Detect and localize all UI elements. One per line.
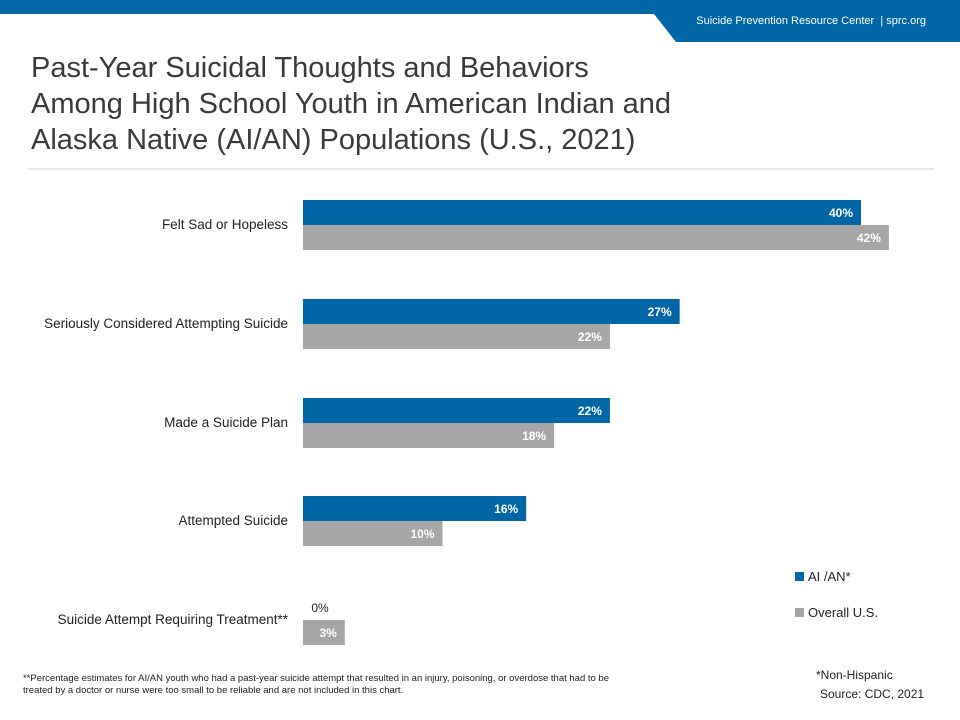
chart-title: Past-Year Suicidal Thoughts and Behavior… bbox=[31, 50, 731, 158]
legend-swatch bbox=[795, 608, 804, 617]
data-label: 40% bbox=[829, 206, 853, 220]
footnote: **Percentage estimates for AI/AN youth w… bbox=[23, 673, 609, 696]
data-label: 27% bbox=[648, 305, 672, 319]
bar-aian bbox=[303, 398, 610, 423]
header-site: sprc.org bbox=[886, 15, 926, 27]
category-label: Felt Sad or Hopeless bbox=[162, 217, 288, 232]
data-label: 18% bbox=[522, 429, 546, 443]
header-separator: | bbox=[880, 15, 884, 27]
header-text: Suicide Prevention Resource Center | spr… bbox=[696, 14, 926, 28]
bar-aian bbox=[303, 299, 680, 324]
title-divider bbox=[28, 168, 934, 170]
category-label: Made a Suicide Plan bbox=[164, 415, 288, 430]
data-label: 10% bbox=[410, 527, 434, 541]
title-line-2: Among High School Youth in American Indi… bbox=[31, 88, 672, 120]
data-label: 22% bbox=[578, 404, 602, 418]
title-line-1: Past-Year Suicidal Thoughts and Behavior… bbox=[31, 52, 589, 84]
category-label: Attempted Suicide bbox=[178, 513, 288, 528]
header-org: Suicide Prevention Resource Center bbox=[696, 15, 875, 27]
data-label: 3% bbox=[320, 626, 338, 640]
source-note: Source: CDC, 2021 bbox=[820, 687, 925, 701]
category-label: Suicide Attempt Requiring Treatment** bbox=[58, 612, 289, 627]
title-line-3: Alaska Native (AI/AN) Populations (U.S.,… bbox=[31, 124, 636, 156]
header-banner: Suicide Prevention Resource Center | spr… bbox=[654, 14, 960, 42]
legend-swatch bbox=[795, 572, 804, 581]
top-accent-bar bbox=[0, 0, 960, 14]
bar-aian bbox=[303, 496, 527, 521]
non-hispanic-note: *Non-Hispanic bbox=[816, 668, 893, 682]
bar-overall bbox=[303, 225, 889, 250]
bar-aian bbox=[303, 200, 861, 225]
legend-label: AI /AN* bbox=[808, 569, 851, 584]
bar-overall bbox=[303, 521, 443, 546]
data-label: 16% bbox=[494, 502, 518, 516]
bar-overall bbox=[303, 620, 345, 645]
data-label: 22% bbox=[578, 330, 602, 344]
data-label: 42% bbox=[857, 231, 881, 245]
category-label: Seriously Considered Attempting Suicide bbox=[44, 316, 288, 331]
bar-overall bbox=[303, 324, 610, 349]
bar-overall bbox=[303, 423, 555, 448]
data-label: 0% bbox=[311, 601, 329, 615]
legend-label: Overall U.S. bbox=[808, 605, 878, 620]
